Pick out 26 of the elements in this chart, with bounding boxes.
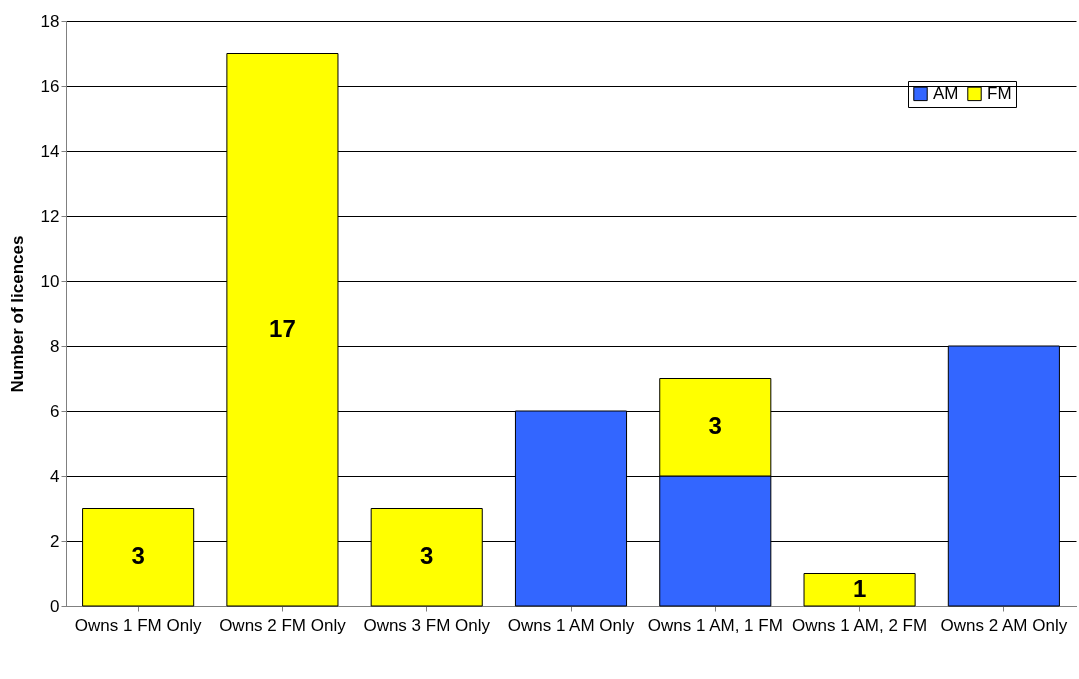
x-tick-label: Owns 1 FM Only bbox=[74, 615, 202, 635]
data-label: 1 bbox=[852, 574, 867, 602]
x-tick-label: Owns 1 AM, 1 FM bbox=[647, 615, 783, 635]
data-label: 17 bbox=[269, 314, 296, 342]
data-label: 3 bbox=[708, 412, 722, 440]
x-tick-label: Owns 2 FM Only bbox=[219, 615, 347, 635]
y-tick-label: 8 bbox=[50, 336, 60, 356]
y-tick-label: 2 bbox=[50, 531, 60, 551]
legend-label: AM bbox=[933, 83, 959, 103]
x-tick-label: Owns 2 AM Only bbox=[940, 615, 1068, 635]
x-tick-label: Owns 3 FM Only bbox=[363, 615, 491, 635]
bar bbox=[803, 573, 916, 607]
legend-label: FM bbox=[987, 83, 1012, 103]
y-tick-label: 18 bbox=[40, 11, 60, 31]
x-tick-label: Owns 1 AM Only bbox=[507, 615, 635, 635]
y-tick-label: 0 bbox=[50, 596, 60, 616]
data-label: 3 bbox=[131, 542, 145, 570]
data-label: 3 bbox=[420, 542, 434, 570]
y-tick-label: 4 bbox=[50, 466, 60, 486]
y-tick-label: 6 bbox=[50, 401, 60, 421]
y-tick-label: 14 bbox=[40, 141, 60, 161]
y-tick-label: 10 bbox=[40, 271, 60, 291]
x-tick-label: Owns 1 AM, 2 FM bbox=[792, 615, 928, 635]
y-tick-label: 12 bbox=[40, 206, 60, 226]
y-tick-label: 16 bbox=[40, 76, 60, 96]
y-axis-title: Number of licences bbox=[7, 235, 27, 393]
